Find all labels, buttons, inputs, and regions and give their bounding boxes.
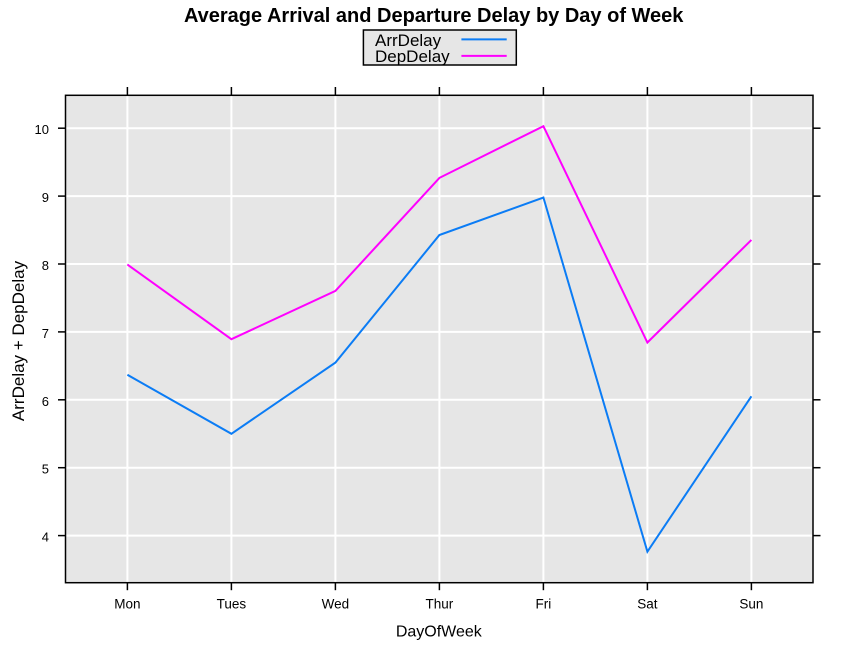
svg-text:Tues: Tues: [217, 597, 247, 612]
svg-text:4: 4: [42, 530, 49, 545]
svg-text:Sat: Sat: [637, 597, 658, 612]
svg-text:DayOfWeek: DayOfWeek: [396, 624, 483, 641]
svg-text:Mon: Mon: [114, 597, 140, 612]
svg-text:Average Arrival and Departure: Average Arrival and Departure Delay by D…: [184, 5, 684, 27]
svg-text:Sun: Sun: [739, 597, 763, 612]
svg-text:Wed: Wed: [322, 597, 350, 612]
svg-text:ArrDelay + DepDelay: ArrDelay + DepDelay: [9, 260, 28, 421]
svg-text:8: 8: [42, 258, 49, 273]
svg-text:10: 10: [35, 122, 49, 137]
svg-text:DepDelay: DepDelay: [375, 47, 450, 66]
svg-text:Fri: Fri: [536, 597, 552, 612]
svg-text:6: 6: [42, 394, 49, 409]
svg-text:5: 5: [42, 462, 49, 477]
svg-text:Thur: Thur: [426, 597, 454, 612]
svg-text:ArrDelay: ArrDelay: [375, 31, 442, 50]
svg-text:9: 9: [42, 190, 49, 205]
svg-text:7: 7: [42, 326, 49, 341]
